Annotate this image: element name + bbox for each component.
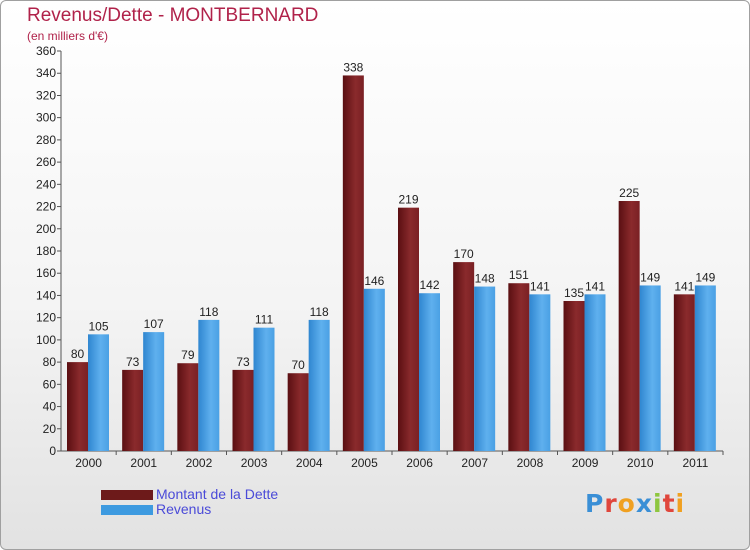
label-dette-2003: 73 xyxy=(236,355,250,369)
x-tick-label: 2008 xyxy=(517,456,544,470)
label-dette-2005: 338 xyxy=(343,60,363,74)
label-revenus-2001: 107 xyxy=(144,317,164,331)
bar-revenus-2002 xyxy=(198,319,220,451)
label-revenus-2011: 149 xyxy=(695,270,715,284)
bar-revenus-2009 xyxy=(584,294,606,451)
bar-dette-2003 xyxy=(232,369,254,451)
y-tick-label: 60 xyxy=(43,377,57,391)
y-tick-label: 100 xyxy=(36,333,56,347)
logo-letter: i xyxy=(675,489,686,518)
bars xyxy=(67,75,716,451)
bar-revenus-2006 xyxy=(419,293,440,451)
data-labels: 80 73 79 73 70 338 219 170 151 135 225 141 105 107 118… xyxy=(71,60,716,372)
y-tick-label: 80 xyxy=(43,355,57,369)
bar-dette-2007 xyxy=(453,262,475,451)
legend-swatch-dette xyxy=(101,490,153,500)
bar-dette-2009 xyxy=(563,301,585,451)
y-tick-label: 240 xyxy=(36,177,56,191)
axes: 0 20 40 60 80 100 120 140 160 180 200 220 240 260 280 3… xyxy=(36,44,724,470)
bar-dette-2001 xyxy=(122,369,144,451)
bar-dette-2002 xyxy=(177,363,199,451)
y-tick-label: 120 xyxy=(36,311,56,325)
label-revenus-2009: 141 xyxy=(585,279,605,293)
label-dette-2008: 151 xyxy=(509,268,529,282)
y-tick-label: 140 xyxy=(36,288,56,302)
label-revenus-2000: 105 xyxy=(88,319,108,333)
bar-revenus-2004 xyxy=(308,319,330,451)
x-tick-label: 2002 xyxy=(186,456,213,470)
label-dette-2007: 170 xyxy=(454,247,474,261)
y-tick-label: 360 xyxy=(36,44,56,58)
logo-letter: P xyxy=(585,489,605,518)
bar-dette-2004 xyxy=(287,373,309,451)
y-tick-label: 280 xyxy=(36,133,56,147)
label-revenus-2007: 148 xyxy=(475,272,495,286)
bar-dette-2008 xyxy=(508,283,530,451)
label-dette-2001: 73 xyxy=(126,355,140,369)
bar-dette-2000 xyxy=(67,362,88,451)
chart-subtitle: (en milliers d'€) xyxy=(27,29,108,43)
bar-revenus-2011 xyxy=(694,285,716,451)
bar-dette-2005 xyxy=(342,75,364,451)
x-tick-label: 2011 xyxy=(683,456,709,470)
y-tick-label: 260 xyxy=(36,155,56,169)
y-tick-label: 160 xyxy=(36,266,56,280)
label-revenus-2004: 118 xyxy=(310,305,329,319)
label-dette-2002: 79 xyxy=(181,348,195,362)
legend-label-revenus: Revenus xyxy=(156,501,212,517)
x-tick-label: 2001 xyxy=(130,456,157,470)
y-tick-label: 180 xyxy=(36,244,56,258)
bar-revenus-2003 xyxy=(253,327,275,451)
x-tick-label: 2009 xyxy=(572,456,599,470)
x-tick-label: 2004 xyxy=(296,456,323,470)
y-tick-label: 200 xyxy=(36,222,56,236)
label-revenus-2006: 142 xyxy=(419,278,439,292)
logo-letter: o xyxy=(617,489,636,518)
x-tick-label: 2006 xyxy=(406,456,433,470)
bar-revenus-2007 xyxy=(474,286,496,451)
logo-letter: i xyxy=(653,489,663,518)
label-dette-2011: 141 xyxy=(674,279,694,293)
bar-dette-2006 xyxy=(398,207,419,451)
label-dette-2006: 219 xyxy=(398,193,418,207)
bar-revenus-2010 xyxy=(639,285,661,451)
y-tick-label: 300 xyxy=(36,111,56,125)
y-tick-label: 320 xyxy=(36,88,56,102)
logo-letter: r xyxy=(604,489,618,518)
label-revenus-2002: 118 xyxy=(199,305,218,319)
x-tick-label: 2003 xyxy=(241,456,268,470)
proxiti-logo: Proxiti xyxy=(585,489,685,518)
y-tick-label: 20 xyxy=(43,422,57,436)
bar-dette-2011 xyxy=(673,294,695,451)
label-revenus-2010: 149 xyxy=(640,270,660,284)
bar-dette-2010 xyxy=(618,201,640,451)
x-tick-label: 2010 xyxy=(627,456,654,470)
label-dette-2009: 135 xyxy=(564,286,584,300)
legend-label-dette: Montant de la Dette xyxy=(156,486,279,502)
bar-revenus-2005 xyxy=(363,288,385,451)
x-tick-label: 2005 xyxy=(351,456,378,470)
logo-letter: t xyxy=(662,489,676,518)
bar-revenus-2000 xyxy=(88,334,109,451)
label-revenus-2005: 146 xyxy=(364,274,384,288)
y-tick-label: 220 xyxy=(36,200,56,214)
y-tick-label: 40 xyxy=(43,400,57,414)
logo-letter: x xyxy=(635,489,653,518)
label-dette-2004: 70 xyxy=(291,358,305,372)
y-tick-label: 340 xyxy=(36,66,56,80)
bar-revenus-2008 xyxy=(529,294,551,451)
chart-title: Revenus/Dette - MONTBERNARD xyxy=(27,5,319,26)
bar-revenus-2001 xyxy=(143,332,165,451)
x-tick-label: 2007 xyxy=(461,456,488,470)
label-revenus-2008: 141 xyxy=(530,279,550,293)
legend-swatch-revenus xyxy=(101,505,153,515)
label-revenus-2003: 111 xyxy=(255,313,274,327)
label-dette-2010: 225 xyxy=(619,186,639,200)
label-dette-2000: 80 xyxy=(71,347,85,361)
x-tick-label: 2000 xyxy=(75,456,102,470)
y-tick-label: 0 xyxy=(49,444,56,458)
